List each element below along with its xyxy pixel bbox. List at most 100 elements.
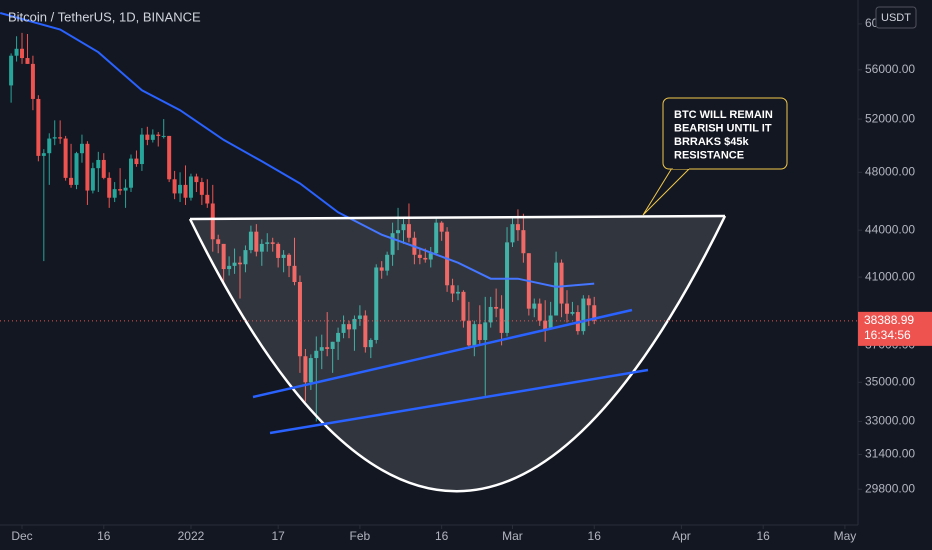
callout-box [662, 97, 788, 170]
candle-body [281, 254, 286, 258]
candle-body [554, 262, 559, 316]
y-tick-label: 41000.00 [865, 269, 915, 283]
candle-body [172, 179, 177, 194]
x-tick-label: 16 [435, 529, 449, 543]
currency: USDT [881, 12, 911, 24]
candle-body [434, 222, 439, 254]
candle-body [346, 324, 351, 330]
candle-body [216, 239, 221, 244]
candle-body [494, 306, 499, 309]
candle-body [401, 224, 406, 231]
callout-line: RESISTANCE [674, 149, 744, 161]
candle-body [199, 182, 204, 195]
x-tick-label: 16 [588, 529, 602, 543]
candle-body [205, 194, 210, 204]
candle-body [145, 134, 150, 140]
candle-body [287, 254, 292, 266]
candle-body [385, 254, 390, 271]
candle-body [123, 187, 128, 191]
candle-body [488, 306, 493, 323]
candle-body [314, 350, 319, 359]
candle-body [25, 58, 30, 64]
candle-body [183, 184, 188, 198]
candle-body [79, 143, 84, 154]
cup-curve [188, 215, 727, 493]
candle-body [85, 143, 90, 191]
candle-body [510, 224, 515, 243]
candle-body [483, 322, 488, 340]
candle-body [559, 262, 564, 304]
chart-title: Bitcoin / TetherUS, 1D, BINANCE [8, 9, 201, 24]
candle-body [423, 257, 428, 260]
candle-body [194, 176, 199, 183]
x-tick-label: Dec [11, 529, 32, 543]
candle-body [276, 243, 281, 258]
candle-body [139, 134, 144, 165]
candle-body [439, 222, 444, 232]
candle-body [156, 134, 161, 136]
y-tick-label: 52000.00 [865, 111, 915, 125]
candle-body [379, 267, 384, 271]
candle-body [259, 243, 264, 252]
candle-body [129, 158, 134, 188]
candle-body [74, 153, 79, 185]
candle-body [515, 224, 520, 231]
candle-body [69, 177, 74, 185]
candle-body [96, 159, 101, 169]
candle-body [161, 135, 166, 137]
y-tick-label: 29800.00 [865, 481, 915, 495]
y-tick-label: 44000.00 [865, 222, 915, 236]
candle-body [265, 242, 270, 244]
candle-body [221, 243, 226, 270]
callout-line: BRRAKS $45k [674, 136, 749, 148]
candle-body [341, 324, 346, 333]
y-tick-label: 35000.00 [865, 374, 915, 388]
candle-body [368, 339, 373, 348]
candles [0, 12, 597, 422]
candle-body [548, 315, 553, 330]
candle-body [107, 177, 112, 198]
candle-body [319, 347, 324, 351]
candle-body [352, 318, 357, 330]
candle-body [450, 285, 455, 294]
candle-body [238, 262, 243, 265]
candle-body [505, 242, 510, 333]
callout-pointer [642, 167, 691, 216]
candle-body [308, 358, 313, 383]
candle-body [461, 291, 466, 321]
candle-body [47, 138, 52, 154]
candle-body [472, 324, 477, 346]
x-tick-label: Feb [350, 529, 371, 543]
candle-body [63, 138, 68, 178]
candle-body [570, 312, 575, 314]
candle-body [537, 303, 542, 321]
candle-body [188, 176, 193, 198]
candle-body [477, 324, 482, 340]
candle-body [581, 298, 586, 332]
candle-body [167, 135, 172, 180]
candle-body [20, 48, 25, 59]
trend-line [252, 308, 633, 399]
candle-body [112, 189, 117, 198]
x-tick-label: 16 [97, 529, 111, 543]
candle-body [36, 98, 41, 156]
countdown: 16:34:56 [864, 328, 911, 342]
candle-body [210, 203, 215, 240]
candle-body [58, 137, 63, 139]
candle-body [134, 158, 139, 165]
moving-average [0, 12, 595, 288]
candle-body [390, 233, 395, 255]
trend-line [269, 368, 649, 435]
candle-body [90, 168, 95, 191]
candle-body [499, 308, 504, 333]
candle-body [374, 267, 379, 340]
last-price-label: 38388.99 [864, 313, 914, 327]
candle-body [521, 230, 526, 254]
callout-line: BEARISH UNTIL IT [674, 122, 772, 134]
candle-body [532, 303, 537, 309]
y-tick-label: 33000.00 [865, 414, 915, 428]
candle-body [592, 305, 597, 321]
candle-body [118, 189, 123, 191]
candle-body [564, 303, 569, 314]
